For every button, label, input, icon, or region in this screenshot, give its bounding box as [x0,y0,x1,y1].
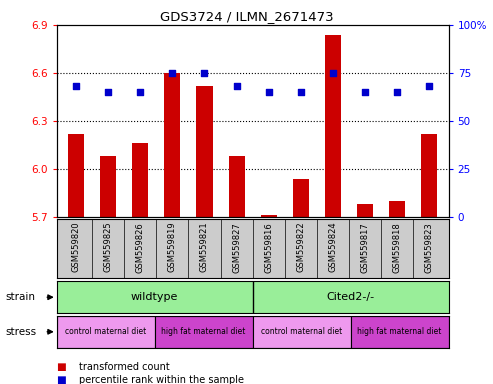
Point [136,89,144,95]
Bar [422,134,437,217]
Text: GDS3724 / ILMN_2671473: GDS3724 / ILMN_2671473 [160,10,333,23]
Text: ■: ■ [57,375,70,384]
Point [297,89,305,95]
Text: control maternal diet: control maternal diet [261,327,342,336]
Text: Cited2-/-: Cited2-/- [326,292,375,302]
Text: GSM559823: GSM559823 [425,222,434,273]
Text: GSM559818: GSM559818 [393,222,402,273]
Point [265,89,273,95]
Text: control maternal diet: control maternal diet [65,327,146,336]
Text: GSM559819: GSM559819 [168,222,177,273]
Point [233,83,241,89]
Text: GSM559821: GSM559821 [200,222,209,273]
Bar [164,73,180,217]
Bar [100,156,116,217]
Bar [132,143,148,217]
Point [169,70,176,76]
Text: percentile rank within the sample: percentile rank within the sample [79,375,244,384]
Point [104,89,112,95]
Text: strain: strain [5,292,35,302]
Bar [155,316,252,348]
Text: GSM559827: GSM559827 [232,222,241,273]
Text: wildtype: wildtype [131,292,178,302]
Text: GSM559816: GSM559816 [264,222,273,273]
Bar [389,201,405,217]
Bar [68,134,84,217]
Point [425,83,433,89]
Point [72,83,80,89]
Bar [293,179,309,217]
Point [201,70,209,76]
Text: GSM559824: GSM559824 [328,222,338,273]
Text: stress: stress [5,327,36,337]
Text: GSM559825: GSM559825 [104,222,112,273]
Text: GSM559817: GSM559817 [360,222,370,273]
Point [361,89,369,95]
Point [329,70,337,76]
Bar [325,35,341,217]
Text: high fat maternal diet: high fat maternal diet [162,327,246,336]
Bar [57,316,155,348]
Text: ■: ■ [57,362,70,372]
Bar [229,156,245,217]
Bar [357,204,373,217]
Text: GSM559822: GSM559822 [296,222,305,273]
Point [393,89,401,95]
Bar [196,86,212,217]
Bar [252,316,351,348]
Text: high fat maternal diet: high fat maternal diet [357,327,442,336]
Text: GSM559826: GSM559826 [136,222,145,273]
Text: GSM559820: GSM559820 [71,222,80,273]
Bar [261,215,277,217]
Text: transformed count: transformed count [79,362,170,372]
Bar [351,316,449,348]
